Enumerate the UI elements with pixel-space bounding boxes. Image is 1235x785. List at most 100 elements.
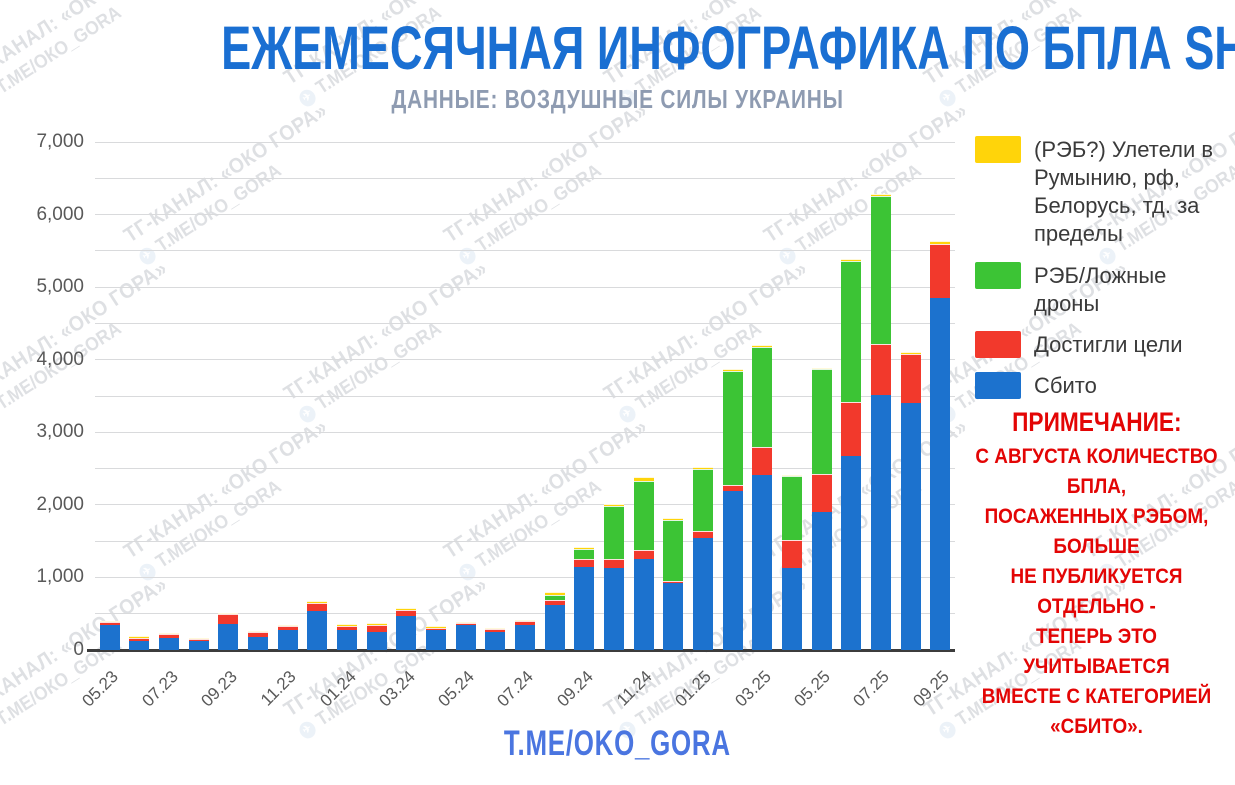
bar-segment (396, 609, 417, 616)
y-tick-label: 1,000 (36, 566, 84, 588)
bar-segment (692, 538, 713, 650)
bar-segment (99, 622, 120, 625)
bar-11.24 (633, 477, 654, 650)
bar-segment (366, 624, 387, 632)
gridline-2500 (95, 468, 955, 470)
y-tick-label: 2,000 (36, 493, 84, 515)
bar-segment (930, 298, 951, 650)
page-subtitle-text: ДАННЫЕ: ВОЗДУШНЫЕ СИЛЫ УКРАИНЫ (391, 84, 844, 114)
bar-segment (692, 469, 713, 531)
bar-07.23 (159, 632, 180, 650)
page-title-text: ЕЖЕМЕСЯЧНАЯ ИНФОГРАФИКА ПО БПЛА SHAHED-1… (221, 14, 1235, 82)
bar-segment (426, 626, 447, 628)
bar-segment (366, 622, 387, 625)
x-tick-label: 11.23 (257, 666, 301, 710)
bar-segment (663, 520, 684, 581)
bar-segment (544, 604, 565, 650)
bar-segment (722, 370, 743, 485)
bar-segment (248, 631, 269, 638)
bar-segment (396, 608, 417, 610)
bar-04.24 (426, 626, 447, 650)
bar-segment (841, 402, 862, 457)
bar-02.25 (722, 369, 743, 650)
bar-segment (218, 612, 239, 615)
bar-segment (159, 634, 180, 639)
gridline-7000 (95, 141, 955, 143)
bar-segment (544, 599, 565, 605)
bar-segment (663, 582, 684, 650)
bar-07.25 (870, 194, 891, 650)
bar-segment (218, 614, 239, 624)
bar-segment (277, 624, 298, 627)
bar-05.23 (99, 621, 120, 650)
x-tick-label: 07.23 (137, 666, 182, 711)
bar-05.25 (811, 367, 832, 650)
bar-segment (603, 506, 624, 559)
x-tick-label: 03.24 (375, 666, 419, 711)
y-tick-label: 0 (73, 639, 84, 660)
bar-08.25 (900, 351, 921, 650)
bar-segment (870, 196, 891, 345)
legend-label: РЭБ/Ложные дроны (1034, 262, 1167, 316)
bar-segment (752, 345, 773, 347)
gridline-3500 (95, 395, 955, 397)
bar-segment (485, 631, 506, 650)
y-tick-label: 7,000 (36, 131, 84, 152)
y-tick-label: 3,000 (36, 421, 84, 443)
bar-segment (781, 474, 802, 477)
bar-segment (900, 351, 921, 354)
bar-04.25 (781, 474, 802, 650)
gridline-1000 (95, 576, 955, 578)
note-body: С АВГУСТА КОЛИЧЕСТВО БПЛА, ПОСАЖЕННЫХ РЭ… (975, 445, 1218, 739)
gridline-6500 (95, 177, 955, 179)
bar-segment (633, 558, 654, 650)
bar-segment (603, 568, 624, 650)
bar-segment (752, 346, 773, 447)
bar-segment (485, 627, 506, 629)
chart-legend: (РЭБ?) Улетели в Румынию, рф, Белорусь, … (975, 136, 1231, 400)
bar-08.23 (188, 638, 209, 650)
footer-link: T.ME/OKO_GORA (0, 724, 1235, 764)
gridline-1500 (95, 540, 955, 542)
gridline-5500 (95, 250, 955, 252)
bar-segment (515, 620, 535, 622)
bar-10.24 (603, 503, 624, 650)
bar-segment (811, 512, 832, 650)
y-tick-label: 4,000 (36, 348, 84, 370)
bar-segment (99, 621, 120, 623)
legend-label: Сбито (1034, 373, 1097, 399)
x-axis-line (87, 649, 955, 652)
bar-segment (455, 623, 476, 625)
gridline-4500 (95, 322, 955, 324)
bar-segment (603, 558, 624, 569)
bar-08.24 (544, 591, 565, 650)
bar-segment (337, 625, 358, 631)
bar-segment (544, 591, 565, 595)
bar-segment (515, 624, 535, 650)
bar-segment (337, 624, 358, 626)
x-tick-label: 09.23 (197, 666, 241, 711)
bar-segment (633, 549, 654, 559)
bar-segment (722, 490, 743, 650)
bar-segment (544, 594, 565, 600)
bar-segment (870, 194, 891, 197)
bar-segment (811, 367, 832, 370)
bar-01.24 (337, 624, 358, 650)
bar-segment (426, 627, 447, 630)
bar-01.25 (692, 467, 713, 650)
gridline-500 (95, 613, 955, 615)
x-tick-label: 07.24 (493, 666, 538, 711)
bar-segment (515, 621, 535, 625)
page-title: ЕЖЕМЕСЯЧНАЯ ИНФОГРАФИКА ПО БПЛА SHAHED-1… (0, 13, 1235, 83)
legend-item: Достигли цели (975, 330, 1231, 359)
bar-segment (129, 636, 150, 638)
bar-segment (870, 344, 891, 396)
bar-05.24 (455, 621, 476, 650)
bar-12.24 (663, 518, 684, 650)
bar-segment (307, 602, 328, 612)
legend-swatch (975, 330, 1021, 358)
bar-segment (722, 369, 743, 371)
bar-segment (248, 630, 269, 632)
